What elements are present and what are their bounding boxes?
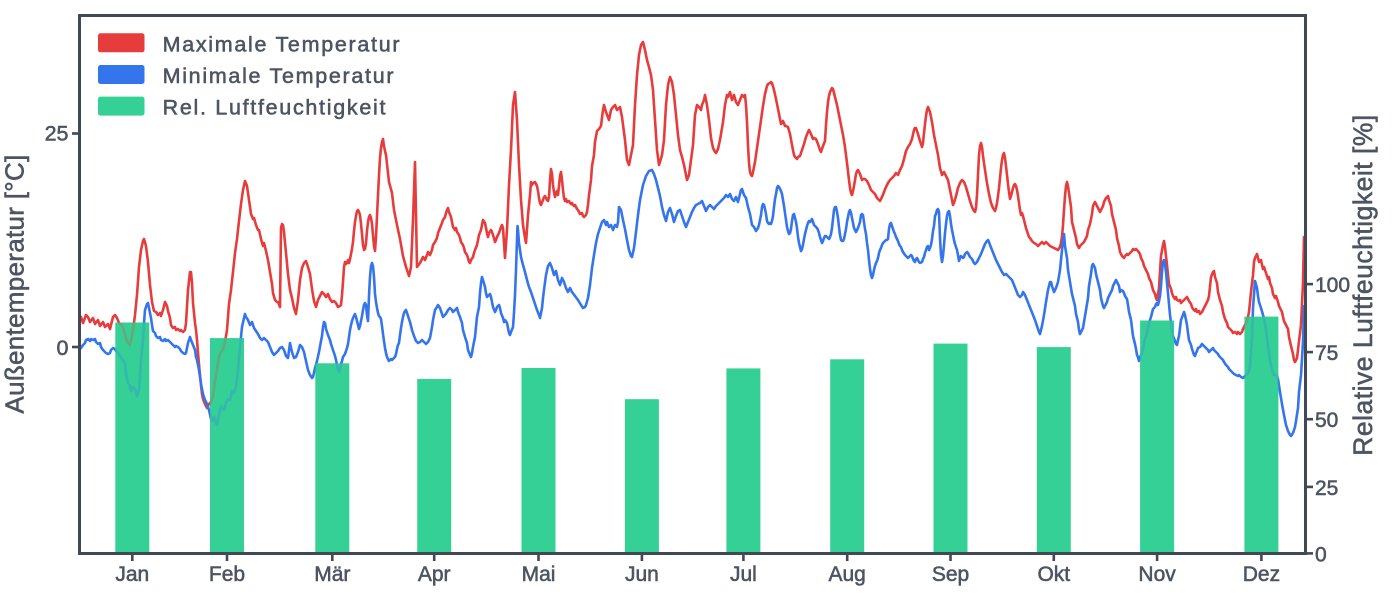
svg-text:25: 25	[1315, 477, 1338, 500]
svg-text:Feb: Feb	[209, 563, 245, 586]
svg-text:Jun: Jun	[625, 563, 659, 586]
svg-text:Jul: Jul	[730, 563, 757, 586]
svg-text:0: 0	[1315, 543, 1327, 566]
svg-text:0: 0	[57, 336, 69, 360]
svg-text:Apr: Apr	[418, 563, 451, 586]
svg-text:50: 50	[1315, 409, 1338, 432]
svg-text:Nov: Nov	[1138, 563, 1176, 586]
svg-text:Mai: Mai	[522, 563, 556, 586]
svg-text:75: 75	[1315, 342, 1338, 365]
svg-text:Okt: Okt	[1037, 563, 1070, 586]
svg-text:Aug: Aug	[829, 563, 866, 586]
svg-text:Sep: Sep	[932, 563, 969, 586]
svg-text:Maximale Temperatur: Maximale Temperatur	[163, 32, 402, 56]
svg-text:100: 100	[1315, 274, 1350, 297]
svg-text:Außentemperatur [°C]: Außentemperatur [°C]	[0, 154, 30, 413]
svg-text:Dez: Dez	[1243, 563, 1280, 586]
svg-text:25: 25	[45, 122, 69, 146]
svg-text:Rel. Luftfeuchtigkeit: Rel. Luftfeuchtigkeit	[163, 96, 388, 120]
svg-text:Relative Luftfeuchtigkeit [%]: Relative Luftfeuchtigkeit [%]	[1348, 114, 1378, 456]
svg-text:Jan: Jan	[115, 563, 149, 586]
svg-text:Minimale Temperatur: Minimale Temperatur	[163, 64, 396, 88]
svg-text:Mär: Mär	[314, 563, 350, 586]
